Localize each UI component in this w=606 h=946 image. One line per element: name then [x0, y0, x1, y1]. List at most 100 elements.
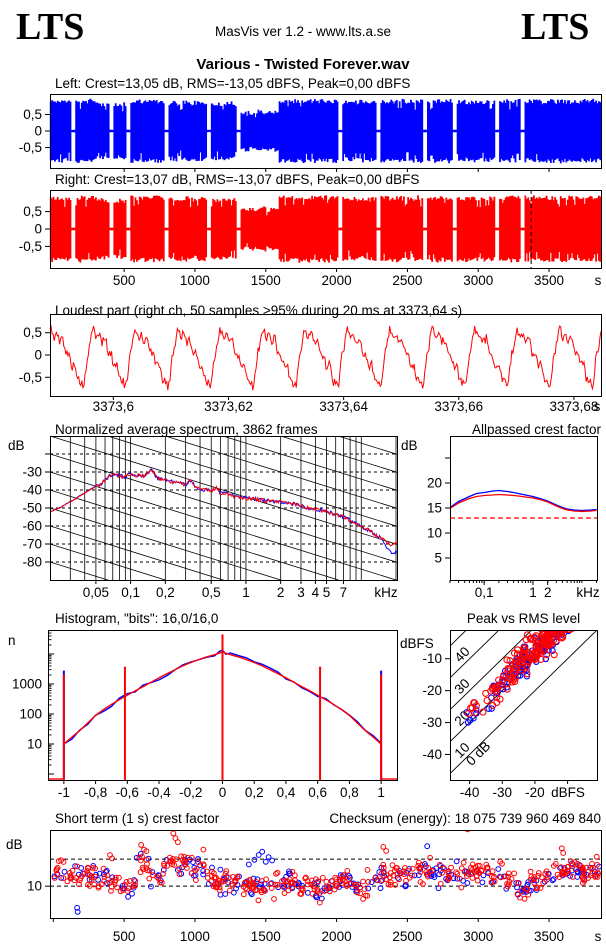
wave-left-series	[49, 98, 602, 164]
svg-text:0,8: 0,8	[340, 785, 359, 800]
svg-text:0: 0	[34, 348, 42, 363]
svg-text:20: 20	[427, 476, 442, 491]
svg-text:3000: 3000	[463, 929, 493, 944]
svg-text:0,4: 0,4	[277, 785, 296, 800]
svg-text:3373,68: 3373,68	[550, 399, 599, 414]
svg-text:15: 15	[427, 501, 442, 516]
svg-text:-40: -40	[22, 483, 42, 498]
wave-right-label: Right: Crest=13,07 dB, RMS=-13,07 dBFS, …	[55, 172, 420, 187]
svg-text:0,2: 0,2	[156, 585, 175, 600]
svg-text:0 dB: 0 dB	[463, 738, 493, 768]
svg-text:-0,2: -0,2	[179, 785, 202, 800]
svg-text:3373,64: 3373,64	[319, 399, 368, 414]
svg-text:0,5: 0,5	[202, 585, 221, 600]
svg-text:100: 100	[19, 707, 42, 722]
svg-text:s: s	[595, 273, 602, 288]
svg-text:0,1: 0,1	[121, 585, 140, 600]
svg-text:-80: -80	[22, 555, 42, 570]
svg-text:3500: 3500	[534, 273, 564, 288]
svg-text:10: 10	[27, 879, 42, 894]
svg-text:0,5: 0,5	[23, 204, 42, 219]
svg-text:0: 0	[34, 222, 42, 237]
svg-text:0,2: 0,2	[245, 785, 264, 800]
peak-vs-rms-title: Peak vs RMS level	[466, 611, 581, 626]
svg-text:-60: -60	[22, 519, 42, 534]
svg-text:-20: -20	[422, 683, 442, 698]
svg-text:-40: -40	[460, 785, 480, 800]
svg-text:0,5: 0,5	[23, 325, 42, 340]
svg-text:dBFS: dBFS	[400, 636, 434, 651]
chart-hist: 1000 100 10 -1 -0,8 -0,6 -0,4 -0,2 0 0,2 0,4 0,6 0,8…	[8, 630, 398, 800]
svg-text:0: 0	[219, 785, 227, 800]
svg-text:20: 20	[452, 708, 473, 729]
svg-text:-40: -40	[422, 747, 442, 762]
svg-text:3373,66: 3373,66	[434, 399, 483, 414]
svg-text:1: 1	[242, 585, 250, 600]
svg-text:2: 2	[277, 585, 285, 600]
svg-text:7: 7	[340, 585, 348, 600]
svg-text:0,5: 0,5	[23, 107, 42, 122]
histogram-title: Histogram, "bits": 16,0/16,0	[55, 611, 219, 626]
svg-text:3500: 3500	[534, 929, 564, 944]
svg-text:10: 10	[27, 737, 42, 752]
svg-text:0,05: 0,05	[83, 585, 109, 600]
svg-text:5: 5	[323, 585, 331, 600]
svg-text:0: 0	[34, 124, 42, 139]
svg-text:s: s	[594, 399, 601, 414]
svg-text:dB: dB	[6, 837, 23, 852]
svg-text:1000: 1000	[180, 273, 210, 288]
svg-text:-30: -30	[22, 465, 42, 480]
stcf-title: Short term (1 s) crest factor	[55, 811, 220, 826]
svg-text:kHz: kHz	[576, 585, 599, 600]
chart-wave-left: 0,5 0-0,5	[19, 94, 602, 172]
svg-text:2500: 2500	[392, 273, 422, 288]
hist-curves	[48, 634, 397, 780]
spectrum-title: Normalized average spectrum, 3862 frames	[55, 422, 318, 437]
checksum-text: Checksum (energy): 18 075 739 960 469 84…	[329, 811, 601, 826]
chart-spectrum: -30 -40 -50 -60 -70 -80 0,05 0,1 0,2 0,5 1 2 3 4 5 7 kHz…	[8, 436, 418, 600]
svg-text:-30: -30	[422, 715, 442, 730]
svg-text:dBFS: dBFS	[551, 785, 585, 800]
svg-text:-0,5: -0,5	[19, 239, 42, 254]
svg-text:-0,6: -0,6	[116, 785, 139, 800]
svg-text:-0,5: -0,5	[19, 370, 42, 385]
peak-rms-points	[463, 630, 586, 726]
svg-text:1500: 1500	[251, 929, 281, 944]
svg-text:1: 1	[529, 585, 537, 600]
svg-text:2000: 2000	[322, 929, 352, 944]
svg-text:-10: -10	[422, 651, 442, 666]
allpass-title: Allpassed crest factor	[471, 422, 601, 437]
crest-diagonals	[450, 630, 597, 775]
svg-text:0,1: 0,1	[475, 585, 494, 600]
svg-text:1: 1	[377, 785, 385, 800]
svg-text:kHz: kHz	[374, 585, 397, 600]
svg-text:dB: dB	[401, 438, 418, 453]
svg-text:1000: 1000	[12, 677, 42, 692]
svg-text:5: 5	[434, 551, 442, 566]
chart-loudest: 0,5 0 -0,5 3373,6 3373,62 3373,64 3373,66 3373,…	[19, 314, 602, 414]
logo-left: LTS	[16, 6, 85, 48]
chart-wave-right: 0,5 0 -0,5 500 1000 1500 2000 2500 3000 3500 s	[19, 190, 602, 288]
svg-text:n: n	[8, 633, 16, 648]
svg-text:s: s	[595, 929, 602, 944]
svg-text:1000: 1000	[180, 929, 210, 944]
app-version-text: MasVis ver 1.2 - www.lts.a.se	[214, 24, 392, 39]
page-title: Various - Twisted Forever.wav	[196, 56, 410, 73]
spectrum-curves	[50, 467, 397, 555]
svg-text:dB: dB	[8, 438, 25, 453]
svg-text:1500: 1500	[251, 273, 281, 288]
svg-text:4: 4	[312, 585, 320, 600]
svg-text:30: 30	[452, 676, 473, 697]
svg-text:40: 40	[452, 644, 473, 665]
svg-text:3: 3	[297, 585, 305, 600]
svg-text:2500: 2500	[392, 929, 422, 944]
svg-text:0,6: 0,6	[308, 785, 327, 800]
svg-text:-70: -70	[22, 537, 42, 552]
svg-text:10: 10	[427, 526, 442, 541]
svg-text:3000: 3000	[463, 273, 493, 288]
logo-right: LTS	[521, 6, 590, 48]
svg-text:-20: -20	[525, 785, 545, 800]
